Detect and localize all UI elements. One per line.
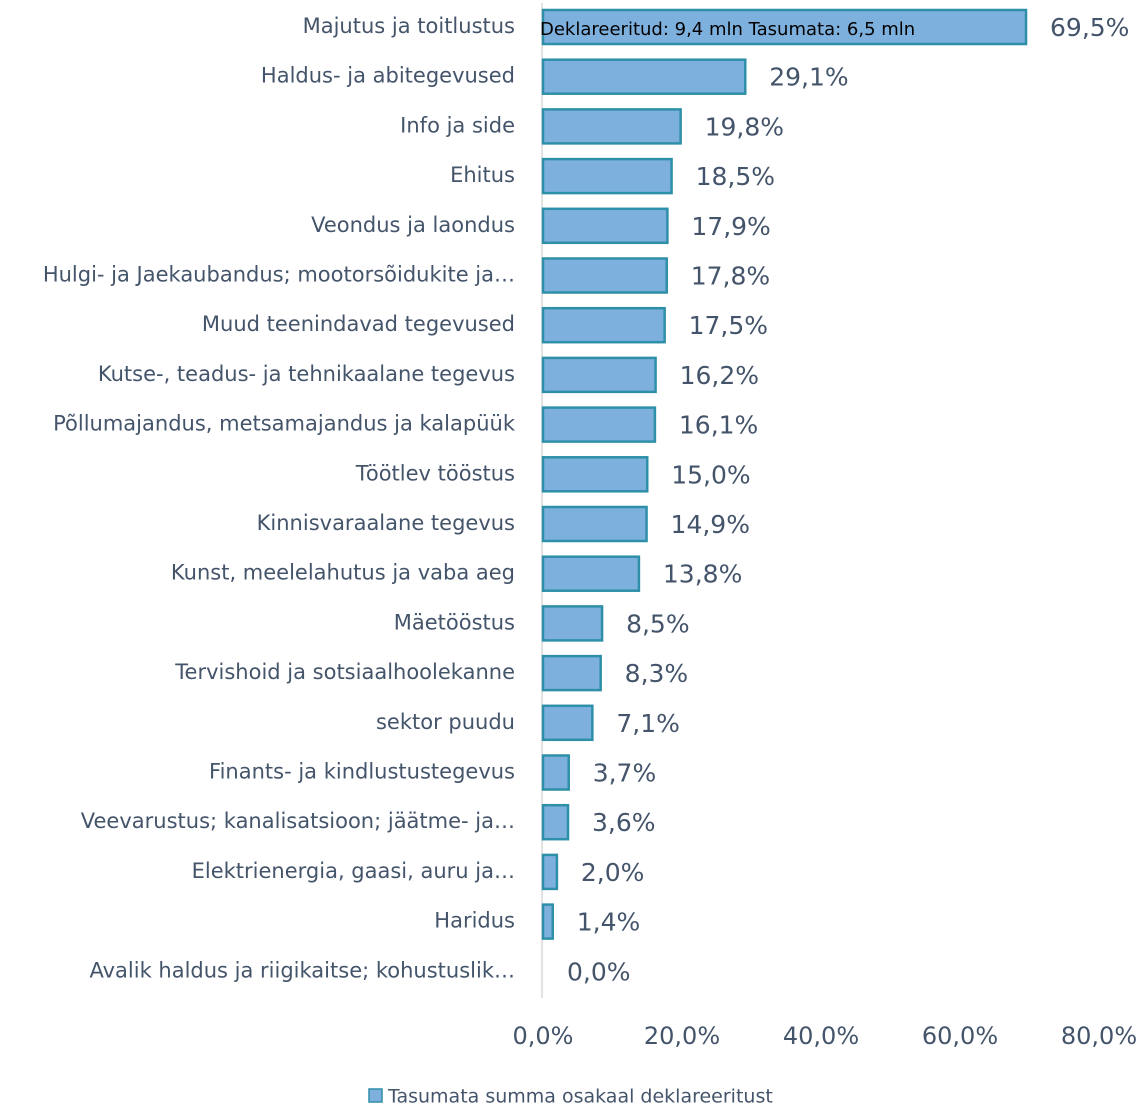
- bar: [541, 903, 554, 940]
- y-tick-label: Majutus ja toitlustus: [303, 14, 515, 38]
- bar: [541, 157, 673, 195]
- legend-label: Tasumata summa osakaal deklareeritust: [387, 1086, 773, 1108]
- bar: [541, 207, 669, 245]
- y-tick-label: Mäetööstus: [394, 610, 515, 634]
- y-tick-label: Haridus: [434, 909, 515, 933]
- bar: [541, 803, 570, 841]
- bar: [541, 853, 559, 891]
- x-tick-label: 20,0%: [644, 1022, 720, 1050]
- bar: [541, 555, 641, 592]
- y-tick-label: Kutse-, teadus- ja tehnikaalane tegevus: [98, 362, 515, 386]
- x-tick-label: 60,0%: [922, 1022, 998, 1050]
- data-label: 3,6%: [592, 808, 656, 837]
- x-tick-label: 80,0%: [1061, 1022, 1137, 1050]
- data-label: 1,4%: [577, 908, 641, 937]
- y-tick-label: Töötlev tööstus: [355, 461, 515, 485]
- bar: [541, 406, 657, 443]
- data-label: 8,3%: [625, 659, 689, 688]
- x-tick-label: 40,0%: [783, 1022, 859, 1050]
- data-label: 29,1%: [769, 63, 848, 92]
- data-label: 16,2%: [680, 361, 759, 390]
- y-tick-label: Avalik haldus ja riigikaitse; kohustusli…: [89, 958, 515, 982]
- bar: [541, 58, 747, 95]
- data-label: 17,9%: [691, 212, 770, 241]
- y-tick-label: Info ja side: [400, 113, 515, 137]
- y-tick-label: Tervishoid ja sotsiaalhoolekanne: [174, 660, 515, 684]
- bar: [541, 356, 657, 394]
- y-tick-label: Kinnisvaraalane tegevus: [257, 511, 515, 535]
- data-label: 3,7%: [593, 759, 657, 788]
- y-tick-label: Põllumajandus, metsamajandus ja kalapüük: [53, 412, 516, 436]
- data-label: 16,1%: [679, 411, 758, 440]
- y-tick-label: Muud teenindavad tegevused: [202, 312, 515, 336]
- y-tick-label: Ehitus: [450, 163, 515, 187]
- data-label: 2,0%: [581, 858, 645, 887]
- data-label: 15,0%: [671, 460, 750, 489]
- y-tick-label: Veevarustus; kanalisatsioon; jäätme- ja…: [81, 809, 515, 833]
- bar: [541, 754, 570, 791]
- data-label: 18,5%: [696, 162, 775, 191]
- bar: [541, 505, 648, 543]
- bar: [541, 704, 594, 742]
- y-tick-label: Veondus ja laondus: [311, 213, 515, 237]
- data-label: 19,8%: [705, 112, 784, 141]
- data-label: 17,8%: [691, 262, 770, 291]
- data-label: 13,8%: [663, 560, 742, 589]
- data-label: 7,1%: [616, 709, 680, 738]
- bar: [541, 306, 666, 344]
- bar: [541, 108, 682, 145]
- y-tick-label: Haldus- ja abitegevused: [261, 64, 515, 88]
- bar: [541, 456, 649, 493]
- data-label: 0,0%: [567, 957, 631, 986]
- y-tick-label: sektor puudu: [376, 710, 515, 734]
- legend-swatch: [368, 1088, 383, 1103]
- bar: [541, 605, 604, 642]
- data-label: 17,5%: [689, 311, 768, 340]
- bar: [541, 654, 602, 692]
- bar: [541, 8, 1028, 46]
- y-tick-label: Hulgi- ja Jaekaubandus; mootorsõidukite …: [43, 263, 515, 287]
- y-tick-label: Finants- ja kindlustustegevus: [209, 760, 515, 784]
- data-label: 69,5%: [1050, 13, 1129, 42]
- bar: [541, 257, 668, 294]
- data-label: 8,5%: [626, 609, 690, 638]
- y-tick-label: Elektrienergia, gaasi, auru ja…: [192, 859, 515, 883]
- data-label: 14,9%: [671, 510, 750, 539]
- annotation: Deklareeritud: 9,4 mln Tasumata: 6,5 mln: [540, 19, 915, 40]
- x-tick-label: 0,0%: [513, 1022, 574, 1050]
- y-tick-label: Kunst, meelelahutus ja vaba aeg: [171, 561, 515, 585]
